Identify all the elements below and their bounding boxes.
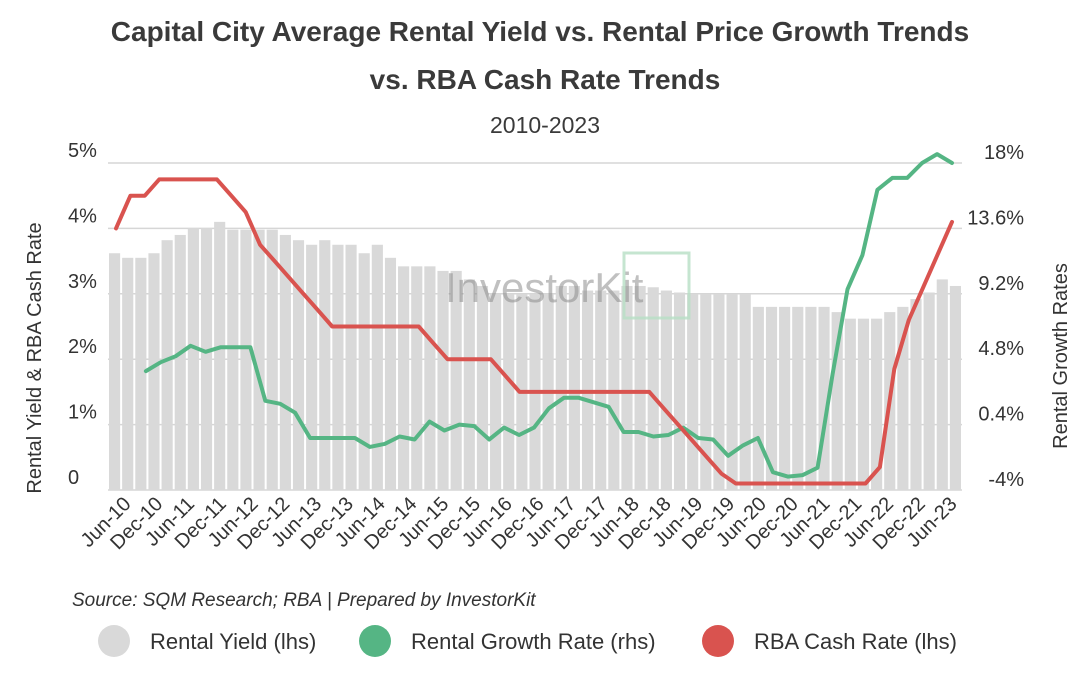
rental-yield-bar <box>187 228 199 490</box>
rental-yield-bar <box>634 285 646 490</box>
rental-yield-bar <box>503 293 515 490</box>
rba-cash-rate-line <box>114 177 954 486</box>
rental-yield-bar <box>279 234 291 490</box>
right-tick-label: 0.4% <box>978 404 1024 426</box>
series-lines <box>114 152 954 486</box>
rental-yield-bar <box>122 257 134 490</box>
rental-yield-bar <box>240 229 252 490</box>
rental-yield-bar <box>936 279 948 490</box>
rental-yield-bar <box>568 285 580 490</box>
rental-yield-bar <box>424 266 436 490</box>
rental-yield-bar <box>174 234 186 490</box>
rental-yield-bar <box>476 285 489 490</box>
rental-yield-bar <box>253 229 265 490</box>
left-axis-title: Rental Yield & RBA Cash Rate <box>24 222 46 493</box>
rental-yield-bar <box>910 299 922 490</box>
legend-marker <box>359 625 391 657</box>
right-axis-ticks: -4% 0.4% 4.8% 9.2% 13.6% 18% <box>967 142 1024 491</box>
legend-marker <box>702 625 734 657</box>
left-tick-label: 5% <box>68 140 97 162</box>
chart-title-line2: vs. RBA Cash Rate Trends <box>370 64 721 95</box>
rental-yield-bar <box>384 257 397 490</box>
rental-yield-bar <box>805 306 817 490</box>
rental-yield-bar <box>319 240 331 490</box>
rental-yield-bar <box>266 229 278 490</box>
rental-yield-bar <box>949 285 961 490</box>
left-tick-label: 0 <box>68 467 79 489</box>
rental-yield-bar <box>161 240 173 490</box>
watermark: InvestorKit <box>445 251 691 320</box>
rental-yield-bar <box>713 293 725 490</box>
rental-yield-bar <box>135 257 147 490</box>
rental-growth-line <box>143 152 954 479</box>
rental-yield-bar <box>818 306 830 490</box>
rental-yield-bar <box>332 244 344 490</box>
rental-yield-bar <box>450 270 462 490</box>
rental-yield-bar <box>437 270 449 490</box>
rental-yield-bar <box>673 292 686 490</box>
rental-yield-bar <box>490 293 502 490</box>
left-tick-label: 3% <box>68 271 97 293</box>
rental-yield-bar <box>831 312 843 490</box>
rental-yield-bar <box>292 240 305 490</box>
rental-yield-bar <box>726 293 738 490</box>
rental-yield-bar <box>371 244 383 490</box>
rental-yield-bar <box>923 292 935 490</box>
watermark-text: InvestorKit <box>445 264 644 311</box>
rental-yield-bar <box>687 293 699 490</box>
legend: Rental Yield (lhs) Rental Growth Rate (rh… <box>98 625 957 657</box>
rental-yield-bar <box>345 244 357 490</box>
legend-label: RBA Cash Rate (lhs) <box>754 629 957 654</box>
rental-yield-bar <box>779 306 791 490</box>
rental-yield-bar <box>398 266 410 490</box>
rental-yield-bar <box>844 318 856 490</box>
rental-yield-bar <box>555 285 567 490</box>
chart-title: Capital City Average Rental Yield vs. Re… <box>111 16 969 47</box>
rental-yield-bar <box>897 306 909 490</box>
right-tick-label: 9.2% <box>978 273 1024 295</box>
rental-yield-bar <box>214 221 226 491</box>
rental-yield-bar <box>306 244 318 490</box>
rental-yield-bar <box>358 253 370 490</box>
rental-yield-bar <box>660 290 672 490</box>
x-axis-ticks: Jun-10Dec-10Jun-11Dec-11Jun-12Dec-12Jun-… <box>77 493 962 554</box>
left-tick-label: 4% <box>68 205 97 227</box>
rental-yield-bar <box>109 253 121 490</box>
legend-marker <box>98 625 130 657</box>
left-axis-ticks: 0 1% 2% 3% 4% 5% <box>68 140 97 489</box>
rental-yield-bar <box>647 287 659 490</box>
rental-yield-bar <box>200 228 213 490</box>
right-tick-label: 18% <box>984 142 1024 164</box>
rental-yield-bar <box>700 293 712 490</box>
left-tick-label: 1% <box>68 402 97 424</box>
right-tick-label: -4% <box>988 469 1024 491</box>
legend-label: Rental Growth Rate (rhs) <box>411 629 656 654</box>
rental-yield-bars <box>109 221 961 491</box>
rental-yield-bar <box>411 266 423 490</box>
left-tick-label: 2% <box>68 336 97 358</box>
rental-yield-bar <box>621 285 633 490</box>
watermark-box <box>622 251 691 320</box>
rental-yield-bar <box>227 229 239 490</box>
rental-yield-bar <box>871 318 883 490</box>
right-tick-label: 4.8% <box>978 338 1024 360</box>
rental-yield-bar <box>792 306 804 490</box>
legend-label: Rental Yield (lhs) <box>150 629 316 654</box>
rental-yield-bar <box>739 293 751 490</box>
right-tick-label: 13.6% <box>967 207 1024 229</box>
right-axis-title: Rental Growth Rates <box>1050 263 1072 449</box>
rental-yield-bar <box>752 306 764 490</box>
rental-yield-bar <box>765 306 778 490</box>
chart-subtitle: 2010-2023 <box>490 112 600 138</box>
source-note: Source: SQM Research; RBA | Prepared by … <box>72 590 536 611</box>
rental-yield-bar <box>463 279 475 490</box>
rental-yield-bar <box>148 253 160 490</box>
rental-yield-bar <box>857 318 870 490</box>
